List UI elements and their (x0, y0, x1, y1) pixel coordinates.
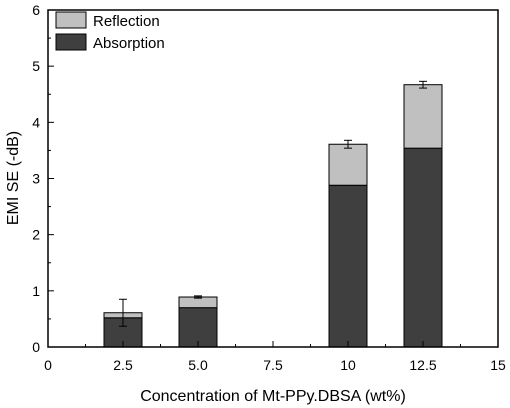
x-tick-label: 15 (490, 357, 506, 373)
bar-reflection (403, 84, 443, 149)
y-tick-label: 4 (32, 114, 40, 130)
y-tick-label: 1 (32, 283, 40, 299)
x-tick-label: 10 (340, 357, 356, 373)
legend: Reflection Absorption (55, 11, 165, 52)
bar-reflection (328, 143, 368, 186)
x-tick-label: 0 (44, 357, 52, 373)
x-axis-title: Concentration of Mt-PPy.DBSA (wt%) (140, 388, 406, 405)
bar-absorption (328, 184, 368, 348)
y-axis-ticks: 0 1 2 3 4 5 6 (32, 2, 54, 355)
legend-swatch-reflection (55, 11, 87, 29)
error-bars-group (119, 80, 427, 327)
x-tick-label: 7.5 (263, 357, 283, 373)
legend-label-absorption: Absorption (93, 35, 165, 52)
x-tick-label: 12.5 (409, 357, 436, 373)
y-axis-title: EMI SE (-dB) (5, 131, 22, 225)
bar-absorption (403, 147, 443, 348)
y-tick-label: 6 (32, 2, 40, 18)
bars-group (103, 84, 443, 348)
y-tick-label: 3 (32, 171, 40, 187)
x-tick-label: 5.0 (188, 357, 208, 373)
y-tick-label: 0 (32, 339, 40, 355)
x-tick-label: 2.5 (113, 357, 133, 373)
legend-label-reflection: Reflection (93, 13, 160, 30)
x-axis-ticks: 0 2.5 5.0 7.5 10 12.5 15 (44, 341, 506, 373)
y-tick-label: 2 (32, 227, 40, 243)
y-tick-label: 5 (32, 58, 40, 74)
legend-swatch-absorption (55, 33, 87, 51)
